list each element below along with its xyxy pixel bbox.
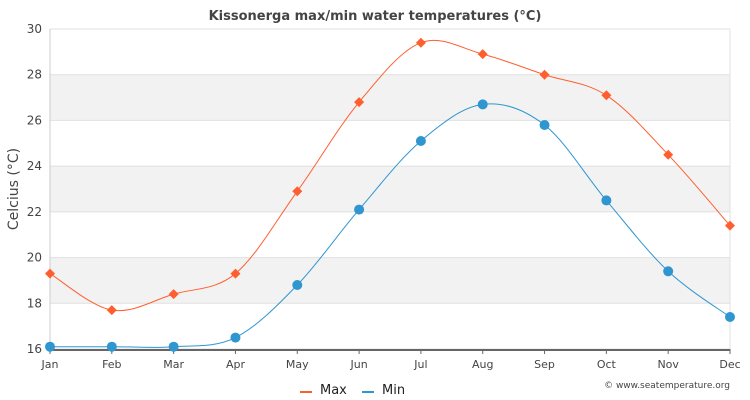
data-point-max <box>477 49 488 60</box>
data-point-max <box>230 268 241 279</box>
copyright-annotation: © www.seatemperature.org <box>604 381 730 391</box>
y-tick-label: 18 <box>27 296 42 310</box>
data-point-min <box>106 341 117 352</box>
data-point-max <box>106 305 117 316</box>
data-point-max <box>45 268 55 279</box>
data-point-max <box>415 37 426 48</box>
data-point-max <box>354 97 365 108</box>
data-point-min <box>168 341 179 352</box>
data-point-min <box>663 266 674 277</box>
x-tick-label: Dec <box>719 358 740 371</box>
data-point-min <box>477 99 488 110</box>
x-tick-label: Sep <box>534 358 555 371</box>
y-axis-label: Celcius (°C) <box>6 148 22 230</box>
y-tick-label: 20 <box>27 251 42 265</box>
data-point-max <box>168 289 179 300</box>
y-tick-label: 24 <box>27 159 42 173</box>
data-point-min <box>601 195 612 206</box>
x-tick-label: Oct <box>597 358 617 371</box>
data-point-min <box>292 280 303 290</box>
x-tick-label: Apr <box>226 358 246 371</box>
y-tick-label: 22 <box>27 205 42 219</box>
chart-title: Kissonerga max/min water temperatures (°… <box>209 9 542 24</box>
data-point-min <box>230 332 241 343</box>
grid-band <box>50 74 730 121</box>
data-point-max <box>725 220 735 231</box>
x-tick-label: Jan <box>41 358 59 371</box>
data-point-min <box>415 136 426 146</box>
x-tick-label: Feb <box>102 358 121 371</box>
series-line-min <box>49 103 731 348</box>
y-tick-label: 16 <box>27 342 42 356</box>
x-tick-label: Nov <box>657 358 679 371</box>
y-tick-label: 26 <box>27 113 42 127</box>
data-point-max <box>663 149 674 160</box>
data-point-min <box>725 312 735 322</box>
x-tick-label: May <box>286 358 309 371</box>
y-tick-label: 30 <box>27 22 42 36</box>
data-point-max <box>292 186 303 197</box>
data-point-max <box>601 90 612 101</box>
legend-label-min: Min <box>382 383 405 398</box>
data-point-min <box>539 120 550 130</box>
x-tick-label: Jul <box>413 358 427 371</box>
grid-band <box>50 257 730 304</box>
x-tick-label: Jun <box>349 358 367 371</box>
x-tick-label: Mar <box>163 358 184 371</box>
x-tick-label: Aug <box>472 358 493 371</box>
legend-label-max: Max <box>320 383 347 398</box>
data-point-min <box>354 204 365 215</box>
data-point-min <box>45 341 55 352</box>
data-point-max <box>539 69 550 80</box>
y-tick-label: 28 <box>27 68 42 82</box>
